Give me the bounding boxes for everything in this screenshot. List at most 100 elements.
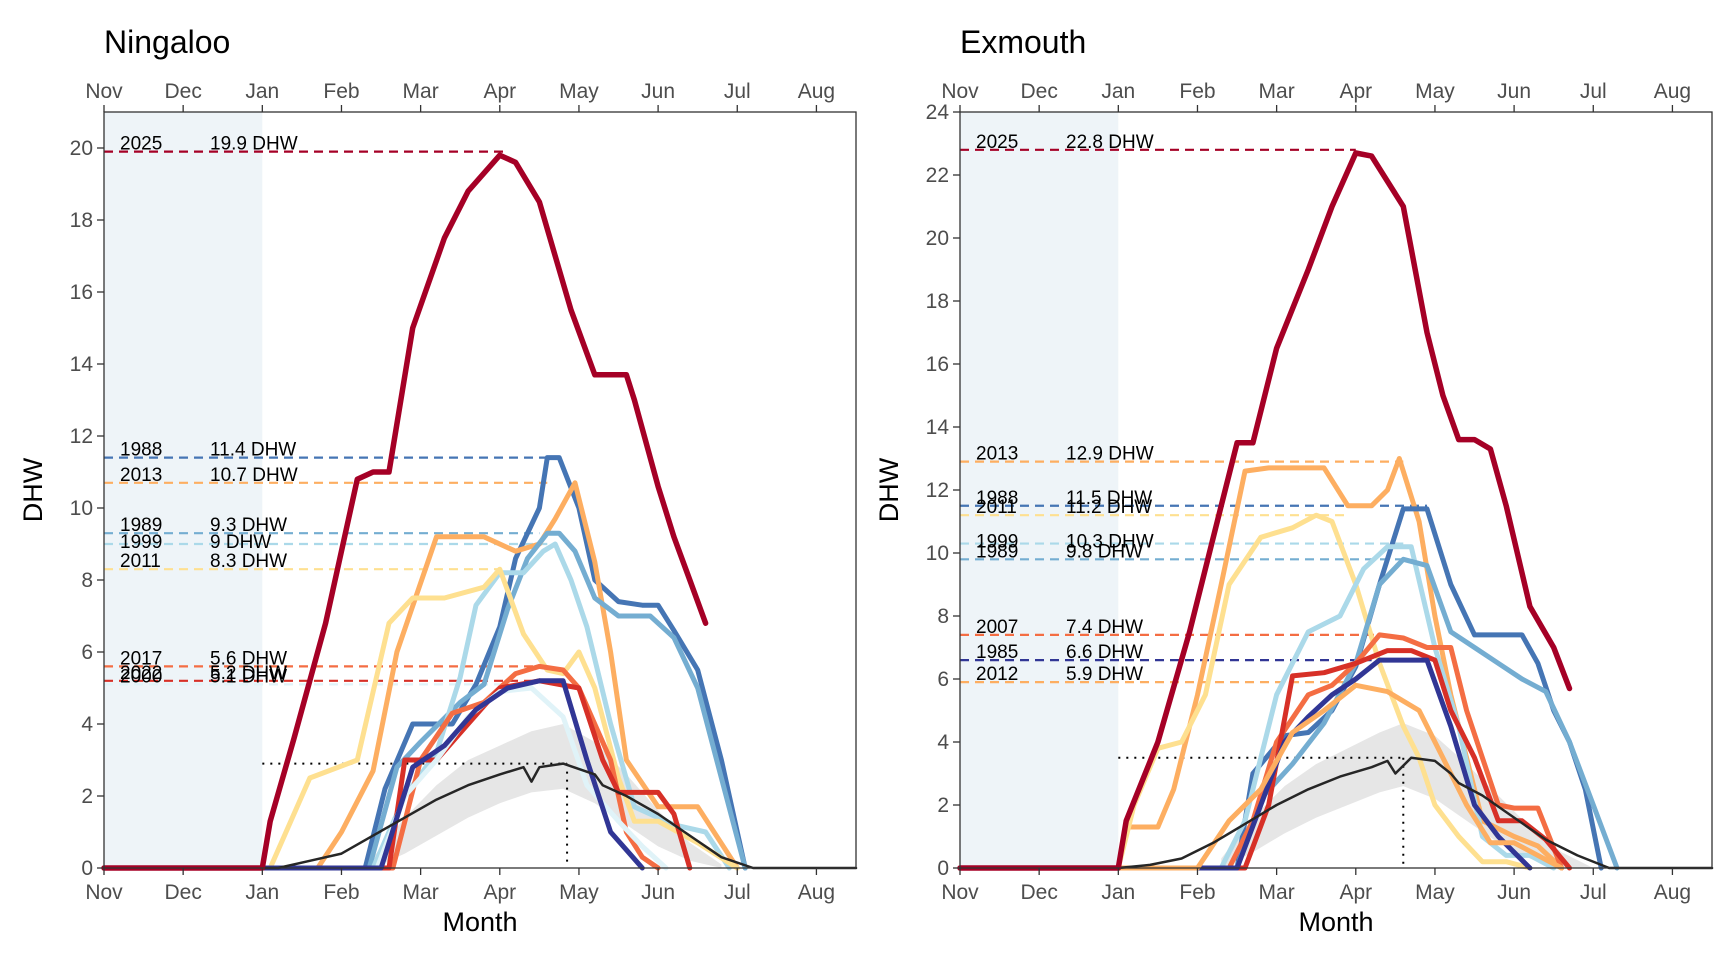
y-tick-label: 2 xyxy=(81,785,93,808)
x-tick-label-top: Nov xyxy=(85,80,123,103)
x-tick-label-bottom: May xyxy=(1415,881,1455,904)
y-tick-label: 20 xyxy=(926,227,949,250)
y-tick-label: 4 xyxy=(81,713,93,736)
annotation-year-2013: 2013 xyxy=(120,465,162,486)
annotation-dhw-1988: 11.4 DHW xyxy=(210,440,296,461)
annotation-year-1989: 1989 xyxy=(976,541,1018,562)
annotation-dhw-2011: 8.3 DHW xyxy=(210,551,287,572)
annotation-dhw-2007: 7.4 DHW xyxy=(1066,617,1143,638)
series-line-2011 xyxy=(957,512,1533,871)
series-line-1985 xyxy=(957,657,1533,871)
series-line-2017 xyxy=(957,632,1565,871)
annotation-year-2007: 2007 xyxy=(976,617,1018,638)
annotation-year-1988: 1988 xyxy=(976,488,1018,509)
x-tick-label-bottom: Jan xyxy=(1101,881,1135,904)
y-tick-label: 12 xyxy=(926,479,949,502)
y-tick-label: 22 xyxy=(926,164,949,187)
y-tick-label: 16 xyxy=(926,353,949,376)
x-tick-label-top: Dec xyxy=(164,80,201,103)
annotation-dhw-1999: 10.3 DHW xyxy=(1066,532,1154,553)
series-line-1985 xyxy=(101,678,645,871)
annotation-year-2011: 2011 xyxy=(976,497,1017,518)
x-tick-label-top: Mar xyxy=(1259,80,1295,103)
x-tick-label-bottom: Nov xyxy=(941,881,979,904)
annotation-year-2000: 2000 xyxy=(120,666,162,687)
x-tick-label-bottom: Jul xyxy=(1580,881,1607,904)
y-tick-label: 18 xyxy=(70,209,93,232)
annotation-dhw-2025: 22.8 DHW xyxy=(1066,132,1154,153)
series-line-2025 xyxy=(101,152,709,871)
y-tick-label: 6 xyxy=(81,641,93,664)
x-tick-label-top: Jun xyxy=(641,80,675,103)
x-tick-label-bottom: Jun xyxy=(641,881,675,904)
annotation-dhw-2012: 5.9 DHW xyxy=(1066,664,1143,685)
x-tick-label-top: Apr xyxy=(483,80,516,103)
series-line-2025 xyxy=(957,150,1573,871)
y-tick-label: 14 xyxy=(70,353,94,376)
series-line-1988 xyxy=(101,455,748,871)
x-tick-label-bottom: Jul xyxy=(724,881,751,904)
climatology-envelope xyxy=(373,724,722,868)
annotation-dhw-2013: 12.9 DHW xyxy=(1066,444,1154,465)
y-tick-label: 12 xyxy=(70,425,93,448)
x-tick-label-top: Jun xyxy=(1497,80,1531,103)
x-tick-label-top: Apr xyxy=(1339,80,1372,103)
annotation-year-1985: 1985 xyxy=(976,642,1018,663)
annotation-year-2011: 2011 xyxy=(120,551,161,572)
x-tick-label-top: May xyxy=(559,80,599,103)
series-line-climatology xyxy=(958,756,1714,870)
y-tick-label: 4 xyxy=(937,731,949,754)
x-tick-label-top: Nov xyxy=(941,80,979,103)
annotation-dhw-2013: 10.7 DHW xyxy=(210,465,298,486)
y-axis-title: DHW xyxy=(18,457,48,522)
annotation-year-1999: 1999 xyxy=(120,532,162,553)
x-tick-label-bottom: May xyxy=(559,881,599,904)
panel-border xyxy=(103,111,857,869)
x-tick-label-top: Dec xyxy=(1020,80,1057,103)
x-tick-label-bottom: Jun xyxy=(1497,881,1531,904)
x-tick-label-bottom: Aug xyxy=(1654,881,1691,904)
x-tick-label-bottom: Jan xyxy=(245,881,279,904)
series-line-1989 xyxy=(101,530,748,871)
y-tick-label: 6 xyxy=(937,668,949,691)
x-tick-label-bottom: Nov xyxy=(85,881,123,904)
x-tick-label-bottom: Feb xyxy=(323,881,359,904)
y-tick-label: 18 xyxy=(926,290,949,313)
x-tick-label-bottom: Feb xyxy=(1179,881,1215,904)
x-tick-label-top: Jan xyxy=(1101,80,1135,103)
annotation-dhw-2011: 11.2 DHW xyxy=(1066,497,1152,518)
annotation-year-2025: 2025 xyxy=(120,134,162,155)
x-tick-label-top: Aug xyxy=(798,80,835,103)
panel-title: Exmouth xyxy=(960,24,1086,60)
series-line-1989 xyxy=(957,556,1620,871)
series-line-2011 xyxy=(101,566,740,871)
y-tick-label: 0 xyxy=(81,857,93,880)
series-line-2012 xyxy=(957,682,1565,871)
shaded-period xyxy=(104,112,263,868)
annotation-year-2012: 2012 xyxy=(976,664,1018,685)
annotation-year-2025: 2025 xyxy=(976,132,1018,153)
y-tick-label: 24 xyxy=(926,101,950,124)
annotation-dhw-1985: 6.6 DHW xyxy=(1066,642,1143,663)
x-tick-label-top: Feb xyxy=(323,80,359,103)
y-tick-label: 14 xyxy=(926,416,950,439)
annotation-dhw-1999: 9 DHW xyxy=(210,532,271,553)
x-tick-label-top: May xyxy=(1415,80,1455,103)
x-tick-label-bottom: Aug xyxy=(798,881,835,904)
y-tick-label: 10 xyxy=(70,497,93,520)
x-tick-label-top: Jan xyxy=(245,80,279,103)
annotation-dhw-2022: 5.2 DHW xyxy=(210,663,287,684)
y-tick-label: 2 xyxy=(937,794,949,817)
y-tick-label: 16 xyxy=(70,281,93,304)
annotation-dhw-1989: 9.8 DHW xyxy=(1066,541,1143,562)
annotation-year-2013: 2013 xyxy=(976,444,1018,465)
shaded-period xyxy=(960,112,1119,868)
x-tick-label-bottom: Apr xyxy=(483,881,516,904)
panel-ningaloo: 2025 19.9 DHW 1988 11.4 DHW 2013 10.7 DHW 1989… xyxy=(18,24,858,937)
panel-title: Ningaloo xyxy=(104,24,230,60)
series-line-1999 xyxy=(957,544,1557,871)
x-tick-label-bottom: Dec xyxy=(1020,881,1057,904)
x-tick-label-bottom: Apr xyxy=(1339,881,1372,904)
